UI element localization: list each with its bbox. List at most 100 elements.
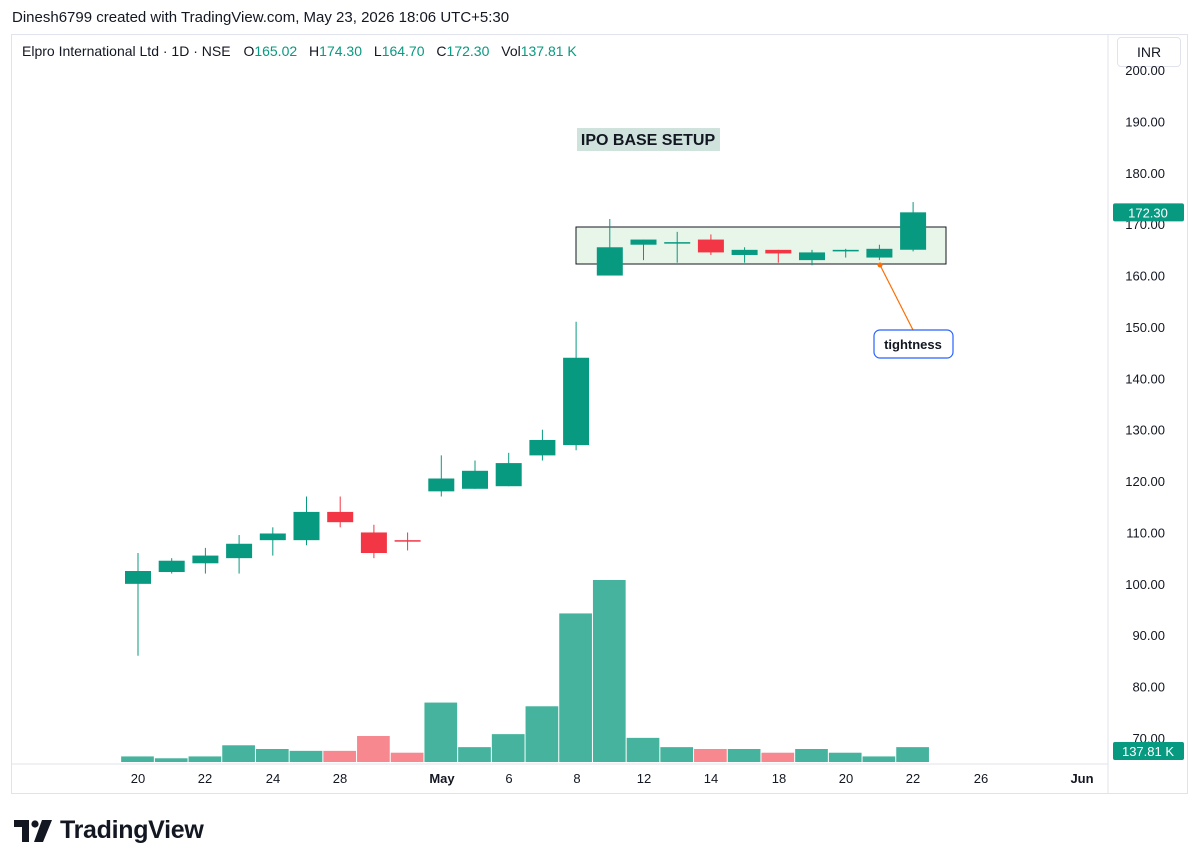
close-value: 172.30: [446, 43, 490, 59]
y-tick-label: 150.00: [1125, 320, 1165, 335]
symbol-name[interactable]: Elpro International Ltd · 1D · NSE: [22, 43, 231, 59]
x-tick-label: 22: [198, 771, 212, 786]
y-tick-label: 100.00: [1125, 577, 1165, 592]
candle-body: [832, 249, 859, 252]
candle-body: [765, 249, 792, 254]
y-tick-label: 120.00: [1125, 474, 1165, 489]
low-value: 164.70: [381, 43, 425, 59]
y-tick-label: 140.00: [1125, 371, 1165, 386]
candle-body: [596, 247, 623, 276]
x-tick-label: 20: [839, 771, 853, 786]
y-tick-label: 110.00: [1126, 525, 1165, 540]
x-tick-label: Jun: [1070, 771, 1093, 786]
close-label: C: [436, 43, 447, 59]
volume-bar: [121, 756, 154, 762]
volume-bar: [154, 758, 188, 762]
candle-body: [664, 242, 691, 244]
volume-bar: [525, 706, 559, 762]
volume-bar: [761, 752, 795, 762]
volume-bar: [626, 737, 660, 762]
volume-bar: [795, 749, 828, 762]
callout-box: [873, 329, 954, 359]
volume-bar: [424, 702, 458, 762]
candle-body: [192, 555, 219, 564]
candle-body: [226, 543, 253, 559]
candle-body: [259, 533, 286, 541]
tradingview-logo-icon: [14, 819, 52, 842]
x-tick-label: 26: [974, 771, 988, 786]
volume-bar: [694, 749, 727, 762]
last-volume-label: 137.81 K: [1122, 744, 1174, 759]
x-tick-label: 6: [505, 771, 512, 786]
y-tick-label: 200.00: [1125, 63, 1165, 78]
candle-body: [630, 239, 657, 245]
volume-bar: [222, 745, 255, 762]
last-volume-tag: [1113, 742, 1184, 760]
volume-bar: [188, 756, 222, 762]
candle-body: [125, 571, 151, 584]
setup-title-bg: [577, 128, 720, 151]
volume-label: Vol: [501, 43, 521, 59]
callout-line: [879, 264, 914, 331]
chart-attribution: Dinesh6799 created with TradingView.com,…: [12, 9, 510, 26]
candle-body: [866, 248, 893, 258]
candle-body: [529, 439, 556, 456]
volume-bar: [491, 734, 525, 762]
price-chart[interactable]: 200.00190.00180.00170.00160.00150.00140.…: [0, 0, 1200, 800]
callout-anchor: [877, 262, 883, 268]
candle-body: [158, 560, 185, 573]
volume-bar: [323, 750, 357, 762]
y-tick-label: 90.00: [1132, 628, 1165, 643]
open-value: 165.02: [254, 43, 298, 59]
x-tick-label: 12: [637, 771, 651, 786]
volume-bar: [828, 752, 862, 762]
candle-body: [697, 239, 724, 253]
volume-bar: [255, 749, 289, 762]
symbol-legend: Elpro International Ltd · 1D · NSE O165.…: [22, 43, 585, 59]
y-tick-label: 130.00: [1125, 423, 1165, 438]
volume-bar: [592, 580, 626, 762]
low-label: L: [373, 43, 382, 59]
volume-value: 137.81 K: [520, 43, 577, 59]
candle-body: [495, 463, 522, 487]
candle-body: [327, 511, 354, 523]
tradingview-logo: TradingView: [14, 816, 204, 845]
volume-bar: [862, 756, 896, 762]
x-tick-label: 18: [772, 771, 786, 786]
volume-bar: [727, 749, 761, 762]
base-range-box: [575, 226, 947, 265]
open-label: O: [243, 43, 255, 59]
volume-bar: [390, 752, 424, 762]
volume-bar: [357, 736, 390, 762]
volume-bar: [458, 747, 491, 762]
y-tick-label: 160.00: [1125, 269, 1165, 284]
candle-body: [799, 252, 825, 261]
y-tick-label: 190.00: [1125, 114, 1165, 129]
candle-body: [462, 470, 488, 489]
x-tick-label: 22: [906, 771, 920, 786]
high-label: H: [309, 43, 320, 59]
brand-name: TradingView: [60, 816, 204, 844]
candle-body: [731, 249, 758, 255]
x-tick-label: May: [429, 771, 455, 786]
candle-body: [428, 478, 455, 492]
candle-body: [360, 532, 387, 554]
y-tick-label: 80.00: [1132, 680, 1165, 695]
candle-body: [293, 511, 320, 541]
callout-label: tightness: [884, 337, 942, 352]
x-tick-label: 8: [573, 771, 580, 786]
candle-body: [394, 540, 421, 542]
x-tick-label: 14: [704, 771, 718, 786]
volume-bar: [289, 750, 323, 762]
currency-button[interactable]: INR: [1117, 37, 1181, 67]
last-price-tag: [1113, 203, 1184, 222]
candle-body: [563, 357, 590, 446]
x-tick-label: 28: [333, 771, 347, 786]
volume-bar: [660, 747, 694, 762]
last-price-label: 172.30: [1128, 205, 1168, 220]
volume-bar: [896, 747, 929, 762]
x-tick-label: 20: [131, 771, 145, 786]
setup-title: IPO BASE SETUP: [581, 132, 716, 149]
volume-bar: [559, 613, 592, 762]
chart-frame: [11, 34, 1188, 794]
